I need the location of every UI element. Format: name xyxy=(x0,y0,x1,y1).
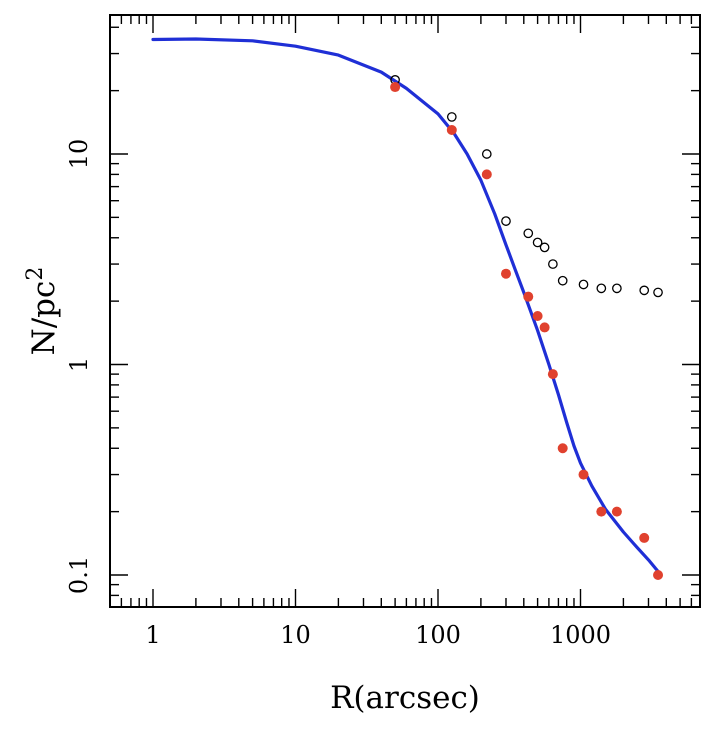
y-axis-title-main: N/pc xyxy=(26,281,62,356)
open-circle-point xyxy=(557,275,568,286)
open-circle-point xyxy=(548,259,558,269)
open-circle-point xyxy=(501,216,511,226)
y-axis-title: N/pc2 xyxy=(23,267,62,356)
open-circle-point xyxy=(653,287,663,298)
major-ticks xyxy=(110,15,700,607)
x-tick-label: 10 xyxy=(280,621,311,649)
y-tick-label: 1 xyxy=(65,357,93,372)
x-tick-label: 1 xyxy=(145,621,160,649)
filled-circle-point xyxy=(596,506,607,517)
filled-circle-point xyxy=(539,322,550,333)
filled-circle-point xyxy=(500,268,511,279)
x-tick-label: 100 xyxy=(415,621,461,649)
y-tick-label: 0.1 xyxy=(65,556,93,594)
plot-frame xyxy=(109,14,701,608)
filled-circle-point xyxy=(653,570,664,580)
open-circle-point xyxy=(639,285,650,296)
y-tick-label: 10 xyxy=(65,139,93,170)
open-circle-point xyxy=(578,279,589,290)
filled-circle-point xyxy=(481,169,492,180)
filled-circle-point xyxy=(578,469,589,480)
filled-circle-point xyxy=(547,369,558,380)
open-circle-point xyxy=(523,228,534,239)
series-layer xyxy=(151,37,664,580)
minor-ticks xyxy=(110,15,700,607)
open-circle-point xyxy=(539,242,550,253)
open-circle-point xyxy=(612,283,622,294)
open-circle-point xyxy=(481,149,492,159)
filled-circle-point xyxy=(446,125,457,136)
x-tick-label: 1000 xyxy=(550,621,611,649)
filled-circle-point xyxy=(557,443,568,454)
x-axis-title: R(arcsec) xyxy=(330,680,480,716)
open-circle-point xyxy=(532,237,543,248)
y-axis-title-superscript: 2 xyxy=(23,267,48,281)
filled-circle-point xyxy=(523,291,534,302)
open-circle-point xyxy=(446,112,457,122)
filled-circle-point xyxy=(611,506,622,517)
x-tick-labels: 1 10 100 1000 xyxy=(145,621,611,649)
model-curve xyxy=(151,37,660,573)
filled-circle-point xyxy=(390,82,401,93)
filled-circle-point xyxy=(639,532,650,543)
y-tick-labels: 0.1 1 10 xyxy=(65,139,93,594)
filled-circle-point xyxy=(532,310,543,321)
open-circle-point xyxy=(596,283,607,294)
